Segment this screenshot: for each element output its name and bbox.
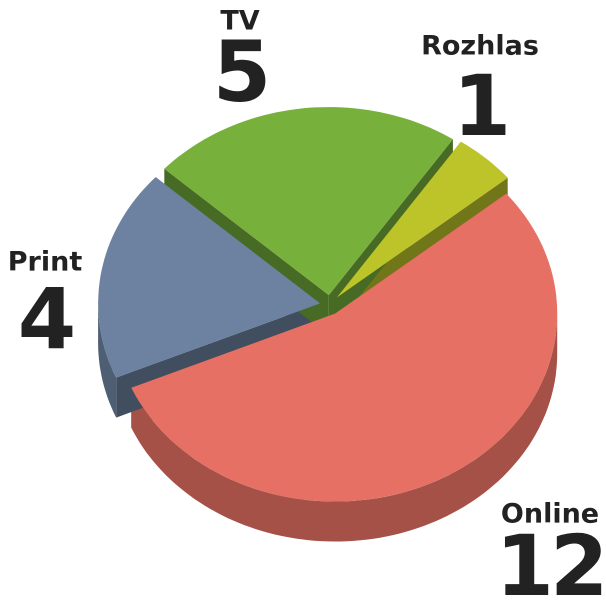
slice [164, 107, 453, 296]
slice [336, 141, 508, 298]
value-label: 5 [213, 23, 267, 121]
category-label: Rozhlas [421, 31, 539, 62]
slice-side [131, 313, 558, 542]
category-label: Print [8, 247, 83, 278]
value-label: 1 [453, 57, 507, 155]
slice-side [98, 303, 117, 418]
slice [131, 193, 558, 502]
value-label: 12 [496, 517, 605, 612]
value-label: 4 [18, 270, 73, 368]
slice [98, 177, 321, 378]
category-label: TV [220, 6, 259, 37]
category-label: Online [501, 499, 599, 530]
